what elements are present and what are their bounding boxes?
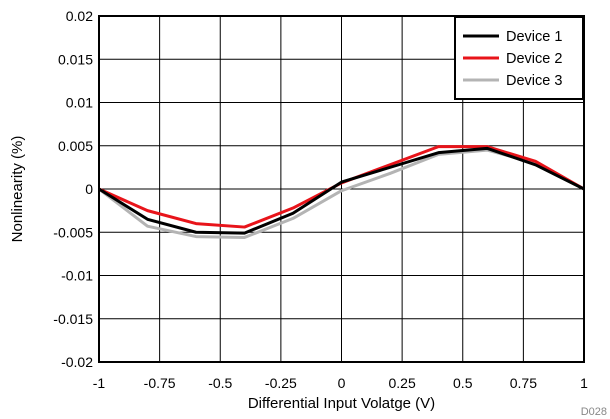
y-tick-label: 0.01 <box>66 95 93 111</box>
y-tick-labels: 0.02 0.015 0.01 0.005 0 -0.005 -0.01 -0.015 -0.0… <box>53 8 93 370</box>
x-tick-labels: -1 -0.75 -0.5 -0.25 0 0.25 0.5 0.75 1 <box>93 375 588 391</box>
x-tick-label: 1 <box>580 375 588 391</box>
legend-label: Device 2 <box>506 51 562 67</box>
y-tick-label: 0.005 <box>58 138 93 154</box>
y-tick-label: 0.02 <box>66 8 93 24</box>
y-tick-label: -0.01 <box>61 268 93 284</box>
y-tick-label: 0.015 <box>58 51 93 67</box>
x-tick-label: 0.5 <box>453 375 473 391</box>
series-lines <box>98 145 585 239</box>
legend: Device 1 Device 2 Device 3 <box>454 16 584 100</box>
x-tick-label: -0.5 <box>208 375 232 391</box>
y-tick-label: -0.015 <box>53 311 93 327</box>
x-tick-label: 0 <box>338 375 346 391</box>
series-line-device-1 <box>98 146 585 235</box>
x-tick-label: -0.75 <box>144 375 176 391</box>
x-axis-title: Differential Input Volatge (V) <box>248 395 435 412</box>
x-tick-label: 0.25 <box>389 375 416 391</box>
x-tick-label: -1 <box>93 375 106 391</box>
x-tick-label: -0.25 <box>265 375 297 391</box>
x-tick-label: 0.75 <box>510 375 537 391</box>
legend-label: Device 3 <box>506 73 562 89</box>
y-tick-label: 0 <box>85 181 93 197</box>
y-tick-label: -0.005 <box>53 224 93 240</box>
y-axis-title: Nonlinearity (%) <box>9 136 26 243</box>
plot-frame <box>98 15 585 363</box>
legend-label: Device 1 <box>506 29 562 45</box>
figure-id: D028 <box>581 406 607 418</box>
y-tick-label: -0.02 <box>61 354 93 370</box>
